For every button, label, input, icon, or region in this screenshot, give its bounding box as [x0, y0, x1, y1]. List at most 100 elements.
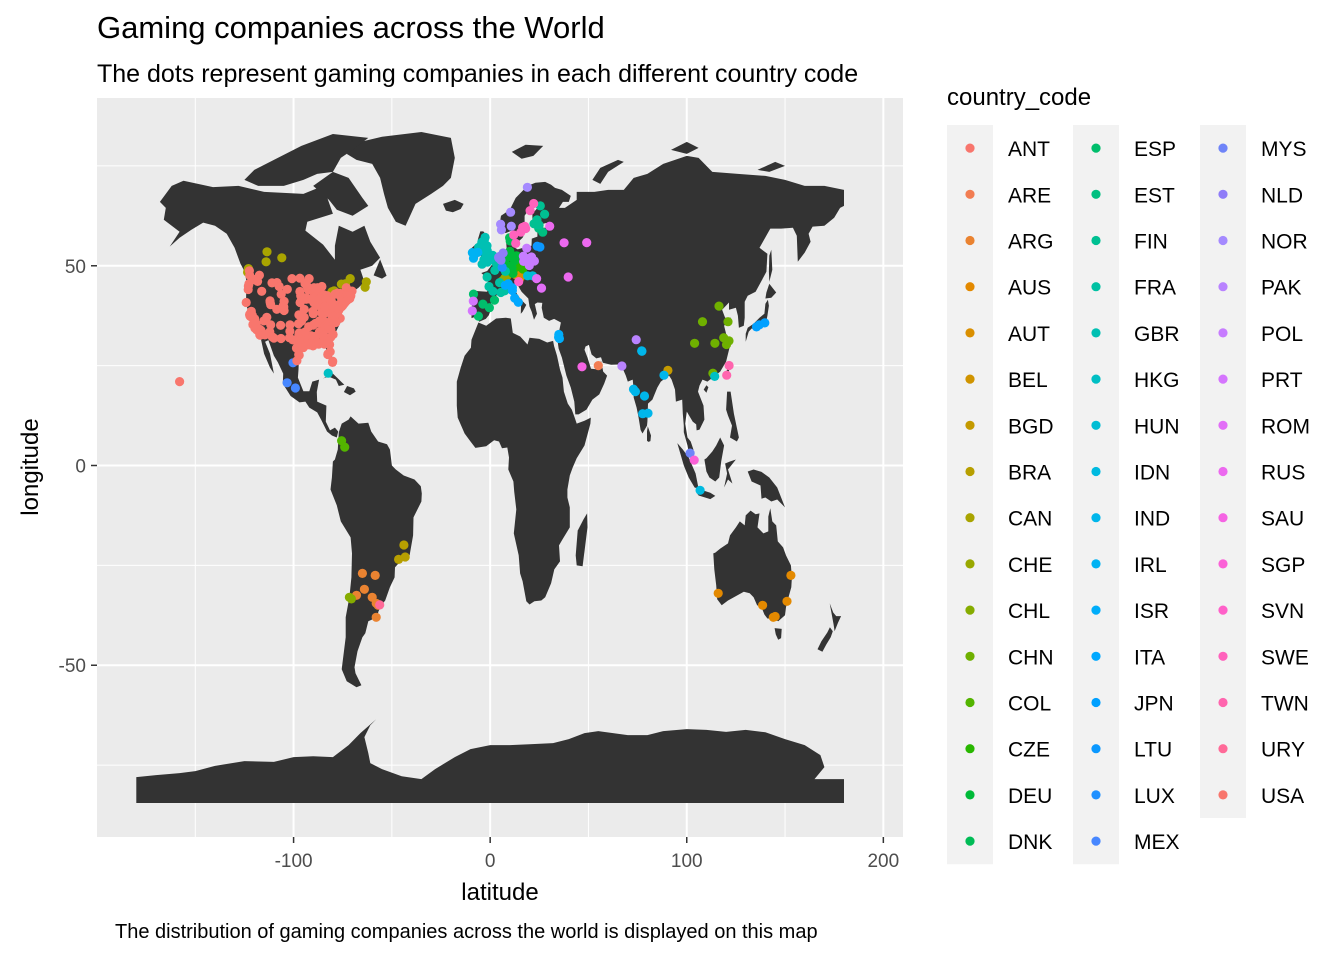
point-usa [308, 309, 318, 319]
legend-key-ant [965, 143, 975, 153]
point-deu [506, 252, 516, 262]
legend-key-irl [1091, 559, 1101, 569]
land-severnaya [671, 141, 699, 154]
legend-key-pak [1218, 282, 1228, 292]
point-pol [529, 256, 540, 266]
company-points [175, 182, 796, 622]
point-prt [467, 306, 477, 316]
point-ind [659, 370, 669, 380]
point-usa [253, 276, 263, 286]
point-usa [241, 297, 251, 308]
legend-label-usa: USA [1261, 785, 1304, 808]
legend-label-mys: MYS [1261, 138, 1307, 161]
legend-key-ury [1218, 744, 1228, 754]
land-greenland [346, 132, 455, 226]
point-can [262, 247, 272, 257]
legend-key-twn [1218, 697, 1228, 708]
point-ind [643, 408, 653, 418]
point-usa [326, 325, 336, 335]
point-usa [299, 312, 309, 322]
point-nor [522, 182, 533, 192]
legend-label-nor: NOR [1261, 231, 1308, 254]
point-usa [247, 310, 257, 320]
point-fin [532, 220, 543, 230]
point-esp [473, 311, 483, 321]
land-novaya-zemlya [592, 159, 624, 184]
land-arctic-islands [244, 134, 369, 186]
point-gbr [479, 235, 489, 245]
point-nld [498, 248, 508, 258]
point-rus [545, 221, 555, 231]
legend-key-fra [1091, 282, 1101, 292]
legend-key-dnk [965, 836, 975, 846]
point-usa [276, 333, 286, 344]
legend-key-sgp [1218, 559, 1228, 569]
point-usa [294, 350, 304, 360]
legend-label-pak: PAK [1261, 277, 1301, 300]
point-nor [496, 225, 506, 235]
legend-key-lux [1091, 790, 1101, 800]
legend-label-nld: NLD [1261, 184, 1303, 207]
point-aus [768, 612, 778, 622]
point-ita [507, 283, 517, 293]
legend-key-rom [1218, 420, 1228, 430]
point-ind [637, 346, 647, 356]
point-pol [522, 243, 532, 253]
point-jpn [754, 320, 764, 330]
point-bra [400, 552, 410, 562]
legend-key-pol [1218, 328, 1228, 338]
point-arg [371, 612, 381, 622]
point-aus [713, 588, 723, 598]
point-mex [290, 383, 300, 393]
y-axis-title: longitude [17, 418, 44, 515]
legend-key-bra [965, 466, 975, 477]
point-idn [695, 485, 705, 495]
point-usa [322, 337, 332, 348]
point-usa [243, 281, 253, 291]
point-usa [311, 318, 321, 328]
legend-label-gbr: GBR [1134, 323, 1180, 346]
legend-label-ant: ANT [1008, 138, 1050, 161]
legend-key-gbr [1091, 328, 1101, 338]
legend-key-sau [1218, 513, 1228, 523]
point-pak [631, 335, 641, 345]
legend-key-svn [1218, 605, 1228, 615]
point-are [593, 361, 603, 371]
point-ita [513, 297, 523, 307]
point-swe [511, 238, 521, 248]
x-tick-label: 200 [867, 851, 899, 872]
point-usa [300, 327, 310, 337]
x-tick-label: 0 [485, 851, 496, 872]
point-usa [276, 320, 286, 330]
point-usa [323, 349, 333, 360]
point-usa [276, 289, 286, 299]
point-ind [639, 391, 650, 401]
point-chn [697, 317, 708, 327]
legend-key-idn [1091, 466, 1101, 477]
legend-key-che [965, 559, 975, 569]
legend-label-can: CAN [1008, 508, 1052, 531]
point-lux [497, 262, 507, 272]
legend-key-mys [1218, 143, 1228, 153]
land-new-siberian [757, 161, 785, 172]
land-nz-south [817, 627, 833, 652]
legend-title: country_code [947, 84, 1091, 111]
legend-key-deu [965, 790, 975, 800]
land-africa [456, 317, 591, 605]
y-tick-label: 0 [75, 457, 86, 478]
point-can [261, 257, 271, 267]
point-usa [269, 333, 279, 343]
land-sri-lanka [647, 426, 651, 442]
land-hokkaido [765, 283, 777, 299]
chart-title: Gaming companies across the World [97, 10, 605, 45]
point-usa [298, 343, 308, 353]
point-chn [719, 333, 729, 343]
legend-key-bgd [965, 420, 975, 430]
point-chn [723, 317, 733, 327]
legend-label-fra: FRA [1134, 277, 1176, 300]
chart-caption: The distribution of gaming companies acr… [115, 921, 818, 943]
legend-label-col: COL [1008, 693, 1051, 716]
legend-label-bgd: BGD [1008, 415, 1054, 438]
legend-key-arg [965, 235, 975, 246]
legend-key-mex [1091, 836, 1101, 846]
